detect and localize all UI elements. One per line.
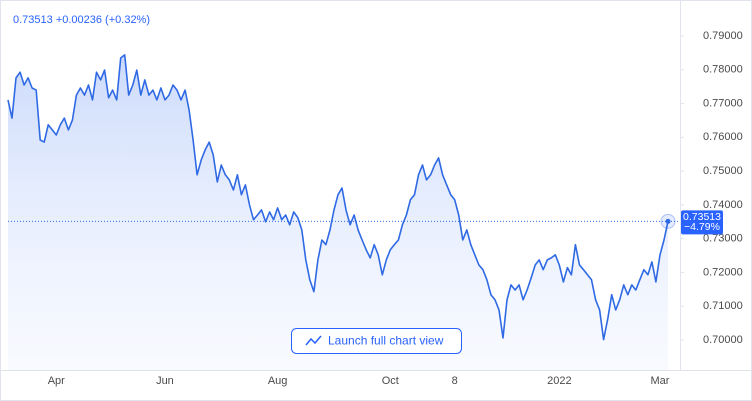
y-tick-label: 0.75000 [703,165,743,177]
x-tick-label: Oct [382,375,399,387]
y-tick-label: 0.77000 [703,97,743,109]
x-tick-label: Apr [48,375,65,387]
line [7,54,669,341]
x-tick-label: Jun [156,375,174,387]
change-label: −4.79% [684,221,720,233]
y-tick-label: 0.74000 [703,199,743,211]
x-tick-label: 2022 [547,375,571,387]
price-label: 0.73513 [683,211,721,223]
plot [7,54,680,371]
header-quote: 0.73513 +0.00236 (+0.32%) [13,14,150,26]
y-tick-label: 0.70000 [703,334,743,346]
x-tick-label: Aug [268,375,288,387]
y-tick-label: 0.76000 [703,131,743,143]
button-icon [305,335,322,346]
button-frame[interactable] [291,328,462,354]
y-tick-label: 0.72000 [703,266,743,278]
last-point [665,218,671,224]
y-tick-label: 0.78000 [703,64,743,76]
y-tick-label: 0.73000 [703,233,743,245]
launch-button[interactable]: Launch full chart view [291,328,462,354]
x-tick-label: 8 [452,375,458,387]
y-tick-label: 0.79000 [703,30,743,42]
price-label-box [681,210,723,235]
button-label[interactable]: Launch full chart view [328,334,444,348]
x-tick-label: Mar [650,375,669,387]
area [8,54,668,371]
y-tick-label: 0.71000 [703,300,743,312]
